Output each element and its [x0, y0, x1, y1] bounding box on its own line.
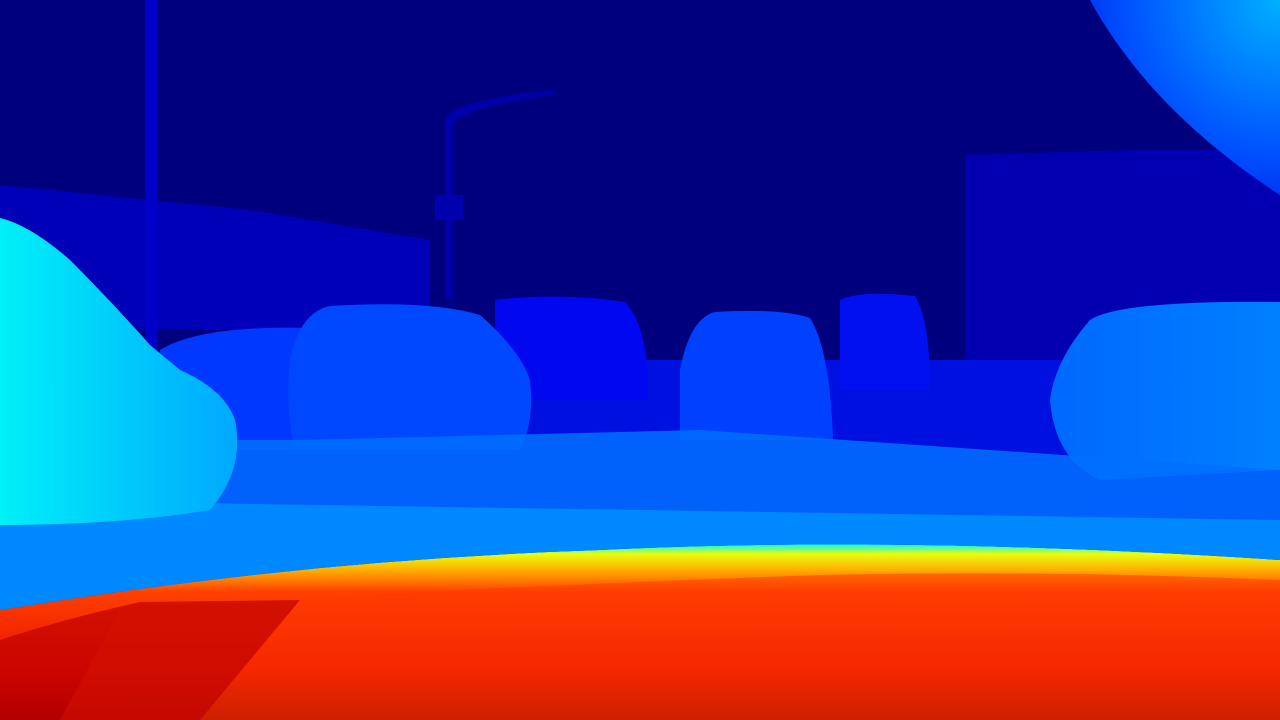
signal	[435, 195, 463, 220]
car	[840, 293, 930, 390]
near-object	[1090, 0, 1280, 195]
hood	[60, 573, 1280, 720]
car	[288, 304, 532, 450]
car	[680, 310, 833, 440]
near-road	[0, 500, 1280, 610]
building	[0, 185, 430, 330]
car	[495, 296, 649, 400]
near-car	[0, 218, 238, 525]
pole	[145, 0, 157, 360]
hood-shadow	[0, 600, 300, 720]
car	[1050, 301, 1280, 480]
street-light	[445, 90, 555, 300]
